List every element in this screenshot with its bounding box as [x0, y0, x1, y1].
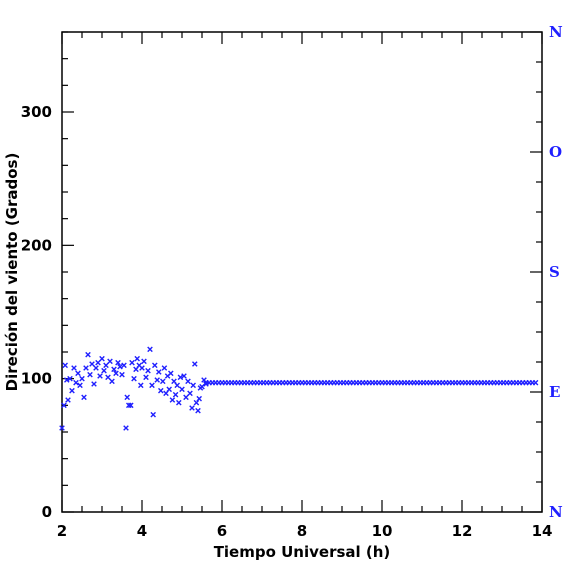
data-point: [113, 370, 119, 377]
data-point: [195, 407, 201, 414]
y-tick-label: 300: [21, 103, 52, 121]
data-point: [143, 374, 149, 381]
data-point: [73, 379, 79, 386]
data-point: [97, 373, 103, 379]
x-tick-label: 12: [452, 522, 473, 540]
data-point: [62, 362, 68, 369]
data-point: [81, 394, 87, 401]
data-point: [126, 402, 132, 409]
data-point: [145, 367, 151, 374]
data-point: [187, 390, 193, 397]
data-point: [69, 387, 75, 394]
data-point: [79, 375, 85, 382]
data-point: [185, 378, 191, 385]
data-point: [156, 369, 162, 375]
data-point: [168, 370, 174, 377]
data-point: [138, 382, 144, 389]
data-point: [124, 394, 130, 401]
data-point: [71, 365, 77, 371]
data-point: [93, 365, 99, 371]
data-point: [193, 399, 200, 406]
data-point: [111, 366, 117, 373]
data-point: [117, 363, 123, 370]
compass-label: S: [549, 263, 560, 281]
data-point: [196, 395, 202, 402]
x-tick-label: 2: [57, 522, 67, 540]
data-point: [166, 386, 172, 393]
compass-label: N: [549, 23, 563, 41]
data-point: [141, 358, 147, 365]
data-point: [105, 374, 111, 381]
data-point: [158, 387, 164, 394]
compass-label: N: [549, 503, 563, 521]
data-point: [103, 362, 109, 369]
compass-axis-labels: N E S O N: [549, 23, 563, 521]
axis-ticks: [61, 31, 543, 513]
data-point: [183, 394, 189, 401]
data-point: [139, 365, 145, 371]
data-point: [89, 361, 95, 367]
data-point: [85, 351, 91, 358]
data-point: [109, 378, 115, 385]
x-tick-label: 14: [532, 522, 553, 540]
axis-tick-labels: 2 4 6 8 10 12 14 0 100 200 300: [21, 103, 553, 540]
data-point: [154, 377, 160, 383]
data-point: [176, 399, 182, 406]
data-point: [189, 405, 195, 411]
plot-frame: [61, 31, 543, 513]
data-point: [107, 358, 113, 365]
data-point: [121, 362, 127, 369]
data-point: [150, 411, 156, 418]
data-point: [172, 391, 179, 398]
data-point: [65, 397, 71, 403]
data-point: [64, 377, 70, 383]
data-point: [87, 371, 93, 378]
x-tick-label: 8: [297, 522, 307, 540]
data-point: [179, 386, 185, 393]
data-point: [91, 381, 97, 387]
data-point: [83, 365, 89, 371]
data-point: [61, 402, 67, 409]
data-point: [101, 367, 107, 374]
data-point: [95, 359, 101, 366]
data-point: [67, 375, 73, 382]
data-points: [59, 346, 539, 431]
data-point: [119, 371, 125, 378]
x-tick-label: 6: [217, 522, 227, 540]
data-point: [129, 359, 135, 366]
x-tick-label: 10: [372, 522, 393, 540]
y-tick-label: 200: [21, 236, 52, 254]
data-point: [169, 397, 176, 403]
data-point: [99, 355, 105, 362]
data-point: [147, 346, 153, 353]
data-point: [161, 365, 168, 371]
x-tick-label: 4: [137, 522, 147, 540]
data-point: [75, 370, 81, 377]
data-point: [152, 362, 158, 369]
data-point: [77, 382, 83, 389]
y-tick-label: 100: [21, 370, 52, 388]
data-point: [181, 373, 187, 379]
data-point: [174, 382, 180, 389]
data-point: [532, 379, 539, 386]
data-point: [177, 374, 184, 381]
data-point: [190, 382, 196, 389]
data-point: [134, 355, 140, 362]
data-point: [149, 382, 155, 389]
x-axis-title: Tiempo Universal (h): [214, 543, 391, 561]
data-point: [59, 425, 65, 431]
data-point: [115, 359, 121, 366]
data-point: [128, 402, 134, 409]
compass-label: E: [549, 383, 560, 401]
data-point: [203, 381, 209, 387]
data-point: [199, 383, 205, 390]
data-point: [192, 361, 198, 367]
data-point: [123, 425, 129, 431]
compass-label: O: [549, 143, 562, 161]
data-point: [131, 375, 137, 382]
y-tick-label: 0: [42, 503, 52, 521]
y-axis-title: Direción del viento (Grados): [3, 153, 21, 392]
data-point: [160, 378, 166, 385]
